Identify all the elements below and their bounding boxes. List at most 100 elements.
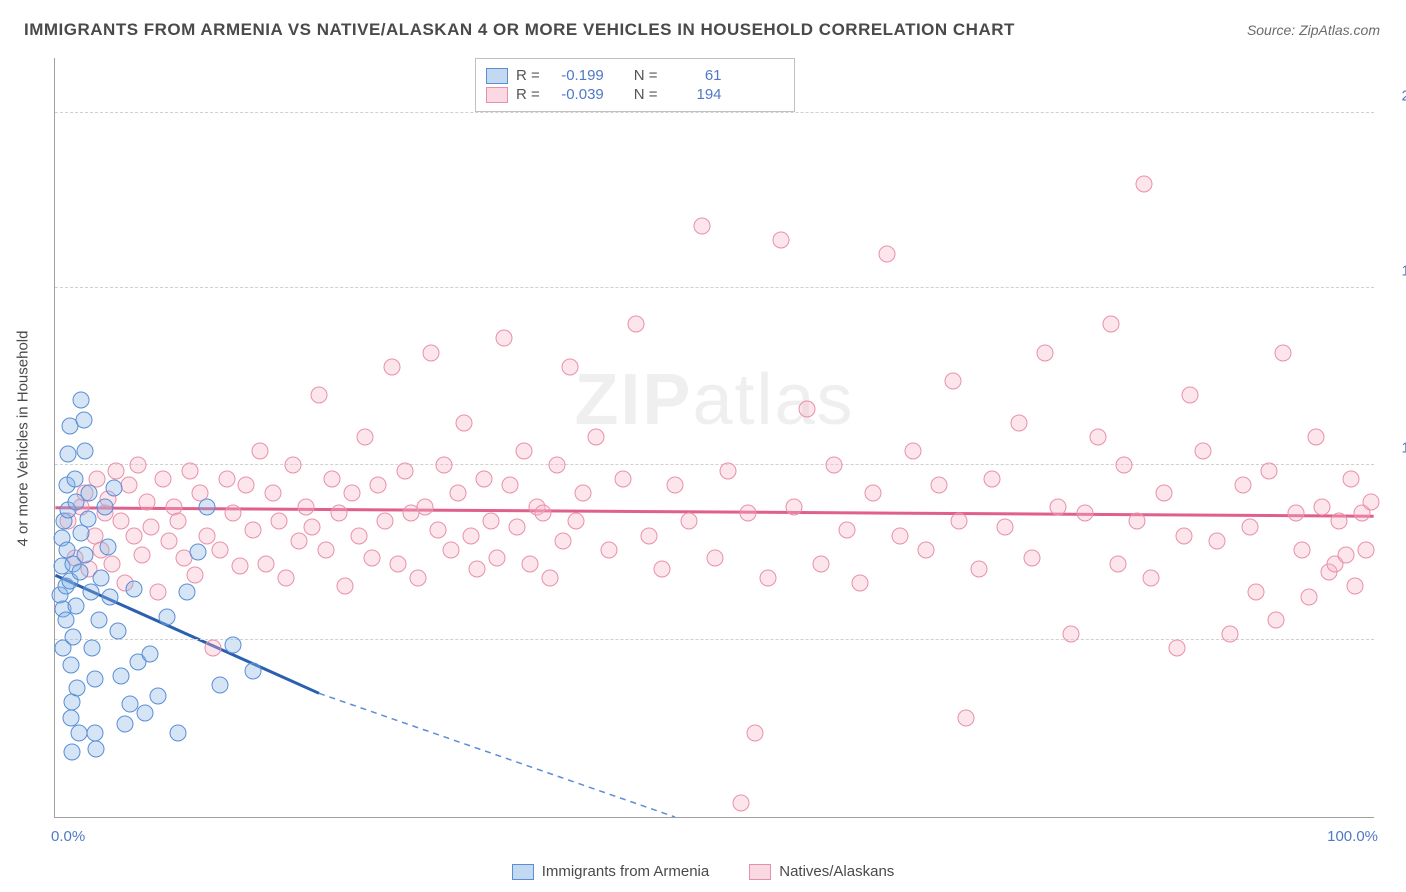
scatter-point (186, 566, 203, 583)
scatter-point (984, 471, 1001, 488)
scatter-point (86, 671, 103, 688)
y-tick-label: 12.5% (1384, 440, 1406, 457)
scatter-point (126, 527, 143, 544)
scatter-point (324, 471, 341, 488)
scatter-point (601, 541, 618, 558)
scatter-point (825, 457, 842, 474)
scatter-point (169, 724, 186, 741)
scatter-point (278, 569, 295, 586)
scatter-point (142, 645, 159, 662)
scatter-point (225, 505, 242, 522)
scatter-point (1337, 547, 1354, 564)
stat-r-blue: -0.199 (548, 67, 604, 84)
scatter-point (284, 457, 301, 474)
scatter-point (181, 462, 198, 479)
gridline (55, 112, 1374, 113)
scatter-point (60, 445, 77, 462)
scatter-point (90, 611, 107, 628)
scatter-point (1241, 519, 1258, 536)
scatter-point (456, 414, 473, 431)
scatter-point (1136, 175, 1153, 192)
scatter-point (344, 485, 361, 502)
x-tick-max: 100.0% (1327, 828, 1378, 845)
scatter-point (81, 485, 98, 502)
scatter-point (931, 476, 948, 493)
scatter-point (134, 547, 151, 564)
scatter-point (1208, 533, 1225, 550)
scatter-point (1109, 555, 1126, 572)
scatter-point (1294, 541, 1311, 558)
scatter-point (76, 412, 93, 429)
scatter-point (535, 505, 552, 522)
scatter-point (1076, 505, 1093, 522)
scatter-point (116, 716, 133, 733)
scatter-point (1363, 493, 1380, 510)
legend-label-blue: Immigrants from Armenia (542, 863, 710, 880)
scatter-point (97, 499, 114, 516)
scatter-point (1023, 550, 1040, 567)
scatter-point (740, 505, 757, 522)
scatter-point (1142, 569, 1159, 586)
scatter-point (160, 533, 177, 550)
scatter-point (136, 704, 153, 721)
chart-title: IMMIGRANTS FROM ARMENIA VS NATIVE/ALASKA… (24, 20, 1015, 40)
scatter-point (70, 724, 87, 741)
scatter-point (1103, 316, 1120, 333)
scatter-point (69, 679, 86, 696)
scatter-point (1037, 344, 1054, 361)
scatter-point (720, 462, 737, 479)
scatter-point (561, 358, 578, 375)
scatter-point (495, 330, 512, 347)
scatter-point (231, 558, 248, 575)
y-tick-label: 18.8% (1384, 262, 1406, 279)
scatter-point (502, 476, 519, 493)
legend-item-pink: Natives/Alaskans (749, 863, 894, 880)
scatter-point (997, 519, 1014, 536)
scatter-point (482, 513, 499, 530)
legend-label-pink: Natives/Alaskans (779, 863, 894, 880)
scatter-point (416, 499, 433, 516)
scatter-point (350, 527, 367, 544)
scatter-point (865, 485, 882, 502)
swatch-pink-icon (486, 87, 508, 103)
scatter-point (429, 521, 446, 538)
scatter-point (1155, 485, 1172, 502)
scatter-point (212, 676, 229, 693)
scatter-point (62, 657, 79, 674)
stats-box: R = -0.199 N = 61 R = -0.039 N = 194 (475, 58, 795, 112)
stat-n-label: N = (634, 86, 658, 103)
scatter-point (291, 533, 308, 550)
scatter-point (542, 569, 559, 586)
scatter-point (918, 541, 935, 558)
scatter-point (759, 569, 776, 586)
scatter-point (1343, 471, 1360, 488)
scatter-point (667, 476, 684, 493)
scatter-point (680, 513, 697, 530)
scatter-point (113, 668, 130, 685)
scatter-point (1248, 583, 1265, 600)
scatter-point (799, 400, 816, 417)
scatter-point (72, 564, 89, 581)
legend-item-blue: Immigrants from Armenia (512, 863, 710, 880)
stats-row-blue: R = -0.199 N = 61 (486, 67, 784, 84)
y-axis-label: 4 or more Vehicles in Household (15, 330, 32, 546)
scatter-point (786, 499, 803, 516)
scatter-point (627, 316, 644, 333)
scatter-point (443, 541, 460, 558)
stat-r-label: R = (516, 67, 540, 84)
scatter-point (476, 471, 493, 488)
scatter-point (198, 527, 215, 544)
scatter-point (238, 476, 255, 493)
scatter-point (509, 519, 526, 536)
scatter-point (1175, 527, 1192, 544)
scatter-point (337, 578, 354, 595)
scatter-point (245, 521, 262, 538)
stat-r-pink: -0.039 (548, 86, 604, 103)
scatter-point (65, 628, 82, 645)
scatter-point (82, 583, 99, 600)
scatter-point (469, 561, 486, 578)
scatter-point (86, 724, 103, 741)
scatter-point (218, 471, 235, 488)
scatter-point (251, 443, 268, 460)
scatter-point (113, 513, 130, 530)
